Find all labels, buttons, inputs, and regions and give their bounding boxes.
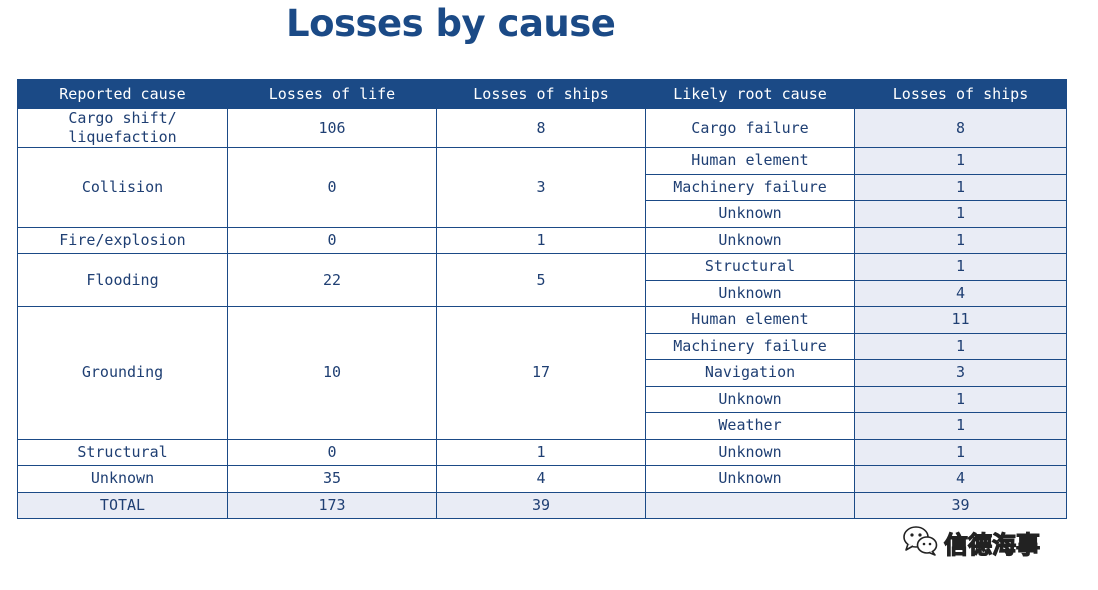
root-cause-cell: Machinery failure — [645, 332, 855, 360]
table-row: Unknown 35 4 Unknown 4 — [17, 465, 1067, 493]
header-reported-cause: Reported cause — [17, 79, 228, 109]
losses-of-life-cell: 0 — [227, 147, 437, 228]
watermark-text: 信德海事 — [943, 530, 1040, 559]
root-cause-cell: Machinery failure — [645, 173, 855, 201]
total-root-ships-cell: 39 — [854, 491, 1067, 519]
header-row: Reported cause Losses of life Losses of … — [17, 79, 1067, 109]
losses-of-ships-cell: 4 — [436, 465, 646, 493]
root-cause-cell: Unknown — [645, 465, 855, 493]
wechat-icon — [902, 524, 938, 561]
losses-of-life-cell: 0 — [227, 438, 437, 466]
reported-cause-cell: Structural — [17, 438, 228, 466]
header-losses-of-ships: Losses of ships — [436, 79, 646, 109]
header-likely-root-cause: Likely root cause — [645, 79, 855, 109]
table-row: Structural 0 1 Unknown 1 — [17, 438, 1067, 466]
root-ships-cell: 4 — [854, 279, 1067, 307]
total-root-cause-cell — [645, 491, 855, 519]
losses-of-life-cell: 10 — [227, 306, 437, 440]
header-losses-of-life: Losses of life — [227, 79, 437, 109]
losses-of-ships-cell: 3 — [436, 147, 646, 228]
root-cause-cell: Navigation — [645, 359, 855, 387]
watermark: 信德海事 — [902, 522, 1041, 562]
total-losses-of-life-cell: 173 — [227, 491, 437, 519]
table-row: Unknown 4 — [18, 279, 1067, 307]
root-cause-cell: Unknown — [645, 226, 855, 254]
root-ships-cell: 1 — [854, 226, 1067, 254]
reported-cause-cell: Flooding — [17, 253, 228, 307]
losses-of-life-cell: 22 — [227, 253, 437, 307]
reported-cause-cell: Unknown — [17, 465, 228, 493]
losses-of-life-cell: 35 — [227, 465, 437, 493]
root-cause-cell: Cargo failure — [645, 108, 855, 148]
table-row: Machinery failure 1 — [18, 332, 1067, 360]
root-cause-cell: Unknown — [645, 200, 855, 228]
losses-of-ships-cell: 5 — [436, 253, 646, 307]
root-cause-cell: Human element — [645, 306, 855, 334]
table-row: Grounding 10 17 Human element 11 — [17, 306, 1067, 440]
table-row: Flooding 22 5 Structural 1 — [17, 253, 1067, 307]
reported-cause-cell: Grounding — [17, 306, 228, 440]
total-label-cell: TOTAL — [17, 491, 228, 519]
table-row: Unknown 1 — [18, 385, 1067, 413]
table-row: Unknown 1 — [18, 200, 1067, 228]
reported-cause-cell: Cargo shift/ liquefaction — [17, 108, 228, 148]
total-row: TOTAL 173 39 39 — [17, 491, 1067, 519]
root-ships-cell: 8 — [854, 108, 1067, 148]
losses-table: Reported cause Losses of life Losses of … — [17, 79, 1067, 519]
losses-of-life-cell: 0 — [227, 226, 437, 254]
losses-of-ships-cell: 1 — [436, 438, 646, 466]
header-root-losses-of-ships: Losses of ships — [854, 79, 1067, 109]
root-ships-cell: 3 — [854, 359, 1067, 387]
table-row: Weather 1 — [18, 412, 1067, 440]
root-ships-cell: 1 — [854, 173, 1067, 201]
table-row: Navigation 3 — [18, 359, 1067, 387]
root-ships-cell: 11 — [854, 306, 1067, 334]
root-cause-cell: Structural — [645, 253, 855, 281]
losses-of-ships-cell: 1 — [436, 226, 646, 254]
losses-of-life-cell: 106 — [227, 108, 437, 148]
root-ships-cell: 1 — [854, 147, 1067, 175]
table-row: Fire/explosion 0 1 Unknown 1 — [17, 226, 1067, 254]
page-title: Losses by cause — [286, 2, 616, 45]
root-ships-cell: 1 — [854, 385, 1067, 413]
root-ships-cell: 1 — [854, 438, 1067, 466]
losses-of-ships-cell: 17 — [436, 306, 646, 440]
root-ships-cell: 4 — [854, 465, 1067, 493]
root-ships-cell: 1 — [854, 332, 1067, 360]
table-row: Cargo shift/ liquefaction 106 8 Cargo failu… — [17, 108, 1067, 148]
table-row: Collision 0 3 Human element 1 — [17, 147, 1067, 228]
root-cause-cell: Unknown — [645, 279, 855, 307]
root-cause-cell: Unknown — [645, 438, 855, 466]
table-row: Machinery failure 1 — [18, 173, 1067, 201]
root-ships-cell: 1 — [854, 412, 1067, 440]
root-cause-cell: Weather — [645, 412, 855, 440]
root-ships-cell: 1 — [854, 200, 1067, 228]
root-ships-cell: 1 — [854, 253, 1067, 281]
reported-cause-cell: Collision — [17, 147, 228, 228]
root-cause-cell: Human element — [645, 147, 855, 175]
losses-of-ships-cell: 8 — [436, 108, 646, 148]
table-body: Cargo shift/ liquefaction 106 8 Cargo failu… — [17, 108, 1067, 519]
root-cause-cell: Unknown — [645, 385, 855, 413]
reported-cause-cell: Fire/explosion — [17, 226, 228, 254]
total-losses-of-ships-cell: 39 — [436, 491, 646, 519]
